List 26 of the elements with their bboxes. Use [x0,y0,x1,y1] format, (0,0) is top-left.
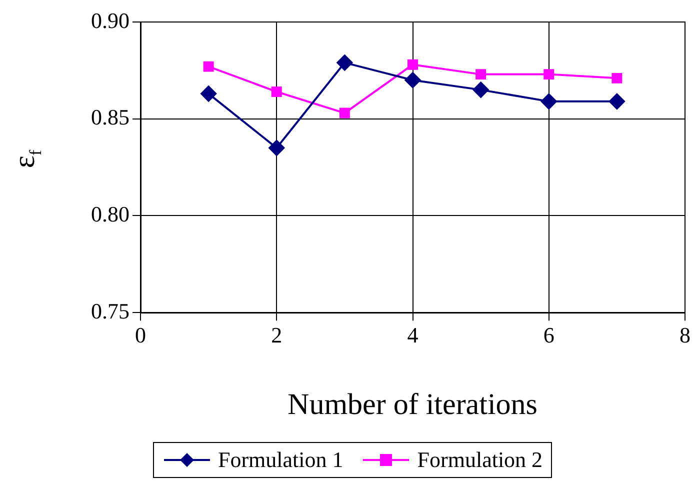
point [200,86,217,102]
legend-label: Formulation 1 [218,447,344,473]
point [472,82,489,98]
y-tick-label: 0.85 [91,104,130,130]
point [608,93,625,110]
point [540,93,557,110]
point [336,54,353,71]
x-tick-label: 6 [543,322,554,348]
x-tick-label: 8 [680,322,690,348]
y-tick-label: 0.90 [91,8,130,33]
point [476,69,486,80]
point [612,72,622,84]
x-tick-label: 2 [271,322,282,348]
x-axis-title: Number of iterations [286,388,538,422]
y-tick-label: 0.75 [91,298,130,324]
legend-label: Formulation 2 [417,447,543,473]
x-tick-label: 4 [407,322,418,348]
y-tick-label: 0.80 [91,202,130,227]
point [339,108,350,118]
point [408,59,418,70]
point [271,86,282,97]
point [404,72,421,88]
x-tick-label: 0 [135,322,146,348]
point [203,61,214,72]
point [268,140,285,156]
point [544,69,554,80]
